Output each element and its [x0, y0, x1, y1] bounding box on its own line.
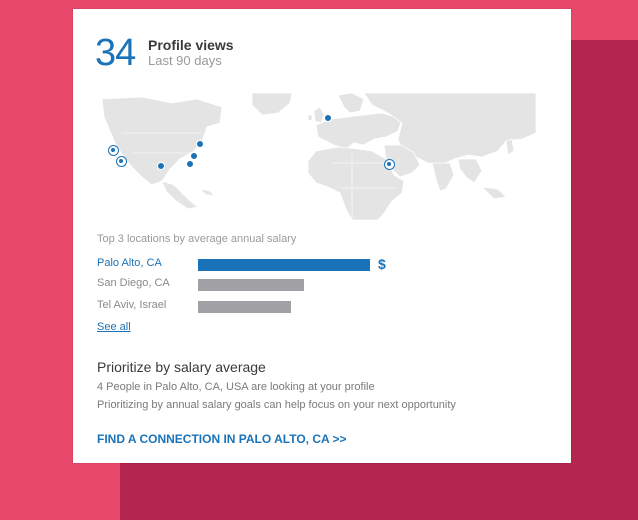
- salary-row[interactable]: Palo Alto, CA $: [97, 256, 537, 273]
- map-marker[interactable]: [190, 152, 198, 160]
- see-all-link[interactable]: See all: [97, 321, 131, 333]
- prioritize-line-1: 4 People in Palo Alto, CA, USA are looki…: [97, 381, 375, 393]
- profile-view-count: 34: [95, 32, 136, 74]
- map-marker[interactable]: [384, 159, 395, 170]
- find-connection-button[interactable]: FIND A CONNECTION IN PALO ALTO, CA >>: [97, 432, 347, 446]
- map-marker-dot: [387, 162, 391, 166]
- salary-row[interactable]: Tel Aviv, Israel: [97, 299, 537, 315]
- salary-dollar-icon: $: [378, 256, 386, 272]
- map-marker[interactable]: [196, 140, 204, 148]
- world-map: [101, 92, 537, 221]
- map-marker-dot: [119, 159, 123, 163]
- prioritize-title: Prioritize by salary average: [97, 359, 266, 375]
- map-marker[interactable]: [324, 114, 332, 122]
- salary-bar: [198, 301, 291, 313]
- map-marker[interactable]: [186, 160, 194, 168]
- map-marker[interactable]: [157, 162, 165, 170]
- salary-bar: [198, 259, 370, 271]
- card-title: Profile views: [148, 37, 234, 53]
- salary-row-label: Palo Alto, CA: [97, 257, 162, 269]
- salary-row-label: San Diego, CA: [97, 277, 170, 289]
- map-marker-dot: [111, 148, 115, 152]
- salary-row-label: Tel Aviv, Israel: [97, 299, 167, 311]
- map-marker[interactable]: [116, 156, 127, 167]
- card-subtitle: Last 90 days: [148, 53, 222, 68]
- world-map-icon: [101, 92, 537, 221]
- profile-views-card: 34 Profile views Last 90 days: [73, 9, 571, 463]
- salary-section-caption: Top 3 locations by average annual salary: [97, 233, 297, 245]
- prioritize-line-2: Prioritizing by annual salary goals can …: [97, 399, 456, 411]
- map-marker[interactable]: [108, 145, 119, 156]
- salary-bar: [198, 279, 304, 291]
- salary-row[interactable]: San Diego, CA: [97, 277, 537, 293]
